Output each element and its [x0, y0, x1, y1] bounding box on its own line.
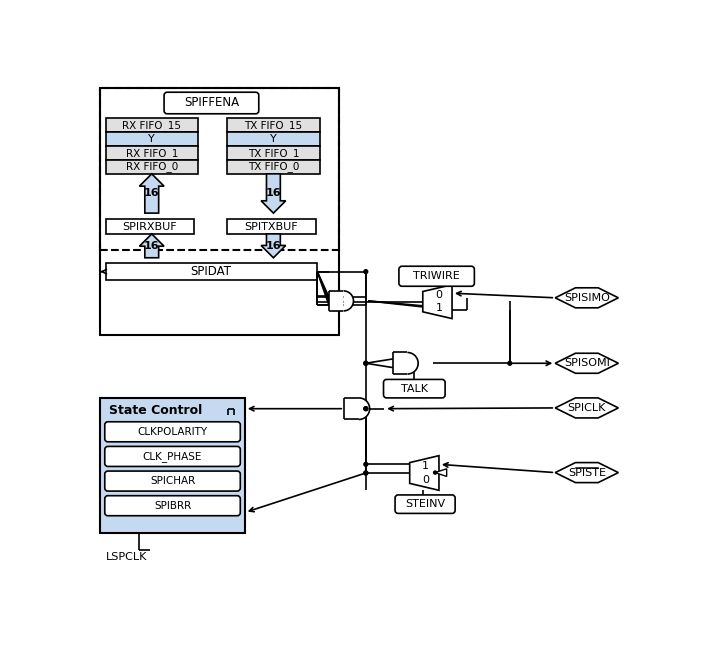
Text: 16: 16: [266, 241, 281, 251]
Text: 1: 1: [436, 304, 443, 313]
Bar: [227, 118, 320, 133]
Text: SPIDAT: SPIDAT: [190, 265, 231, 278]
Polygon shape: [423, 285, 452, 319]
Text: TX FIFO_15: TX FIFO_15: [245, 120, 303, 131]
Bar: [105, 133, 198, 146]
Text: SPISIMO: SPISIMO: [564, 293, 609, 303]
Bar: [227, 160, 320, 174]
Text: TX FIFO_0: TX FIFO_0: [247, 161, 299, 172]
Text: RX FIFO_1: RX FIFO_1: [126, 148, 178, 159]
Bar: [105, 160, 198, 174]
FancyBboxPatch shape: [105, 422, 240, 442]
Polygon shape: [555, 353, 619, 374]
FancyBboxPatch shape: [105, 471, 240, 491]
Text: SPISOMI: SPISOMI: [564, 358, 609, 368]
Bar: [227, 133, 320, 146]
Text: RX FIFO_15: RX FIFO_15: [122, 120, 181, 131]
FancyBboxPatch shape: [399, 266, 474, 286]
Bar: [393, 353, 407, 374]
Polygon shape: [555, 462, 619, 483]
Text: Y: Y: [270, 134, 276, 144]
Polygon shape: [555, 398, 619, 418]
Circle shape: [433, 471, 437, 474]
Bar: [105, 263, 317, 280]
Text: TRIWIRE: TRIWIRE: [414, 271, 460, 281]
Text: 16: 16: [266, 189, 281, 199]
Polygon shape: [409, 456, 439, 490]
Circle shape: [364, 361, 368, 365]
Text: SPITXBUF: SPITXBUF: [245, 221, 298, 232]
Polygon shape: [344, 291, 354, 311]
Text: RX FIFO_0: RX FIFO_0: [126, 161, 178, 172]
FancyBboxPatch shape: [164, 92, 259, 114]
Polygon shape: [555, 288, 619, 308]
Bar: [100, 398, 245, 533]
Polygon shape: [261, 174, 286, 213]
Text: CLK_PHASE: CLK_PHASE: [143, 451, 202, 462]
Polygon shape: [261, 234, 286, 258]
Text: 16: 16: [144, 189, 160, 199]
Text: SPICLK: SPICLK: [568, 403, 606, 413]
Bar: [105, 146, 198, 160]
Bar: [100, 88, 339, 250]
Text: SPIFFENA: SPIFFENA: [184, 97, 239, 110]
Polygon shape: [359, 398, 370, 419]
FancyBboxPatch shape: [395, 495, 455, 513]
Text: SPIBRR: SPIBRR: [154, 501, 191, 511]
Bar: [100, 88, 339, 335]
Text: CLKPOLARITY: CLKPOLARITY: [137, 427, 208, 437]
Bar: [105, 118, 198, 133]
Text: Y: Y: [148, 134, 155, 144]
FancyBboxPatch shape: [383, 379, 445, 398]
Bar: [227, 219, 316, 234]
Circle shape: [364, 270, 368, 274]
Circle shape: [364, 407, 368, 411]
Circle shape: [364, 471, 368, 475]
Bar: [227, 146, 320, 160]
Text: 0: 0: [436, 290, 443, 300]
FancyBboxPatch shape: [105, 496, 240, 516]
Text: TALK: TALK: [401, 384, 428, 394]
Text: LSPCLK: LSPCLK: [106, 552, 148, 562]
Bar: [344, 398, 359, 419]
FancyBboxPatch shape: [105, 447, 240, 466]
Polygon shape: [139, 234, 164, 258]
Text: 1: 1: [422, 461, 429, 471]
Circle shape: [364, 361, 368, 365]
Text: SPISTE: SPISTE: [568, 468, 606, 477]
Circle shape: [508, 361, 512, 365]
Polygon shape: [407, 353, 418, 374]
Text: 0: 0: [422, 475, 429, 485]
Bar: [329, 291, 344, 311]
Bar: [105, 219, 194, 234]
Text: 16: 16: [144, 241, 160, 251]
Polygon shape: [139, 174, 164, 213]
Text: TX FIFO_1: TX FIFO_1: [247, 148, 299, 159]
Circle shape: [364, 471, 368, 475]
Text: STEINV: STEINV: [405, 499, 445, 509]
Circle shape: [364, 407, 368, 411]
Text: SPICHAR: SPICHAR: [150, 476, 195, 486]
Text: State Control: State Control: [109, 404, 202, 417]
Text: SPIRXBUF: SPIRXBUF: [122, 221, 177, 232]
Circle shape: [364, 462, 368, 466]
Polygon shape: [435, 469, 447, 477]
